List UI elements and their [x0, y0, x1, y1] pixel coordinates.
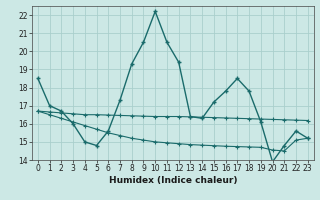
X-axis label: Humidex (Indice chaleur): Humidex (Indice chaleur) — [108, 176, 237, 185]
